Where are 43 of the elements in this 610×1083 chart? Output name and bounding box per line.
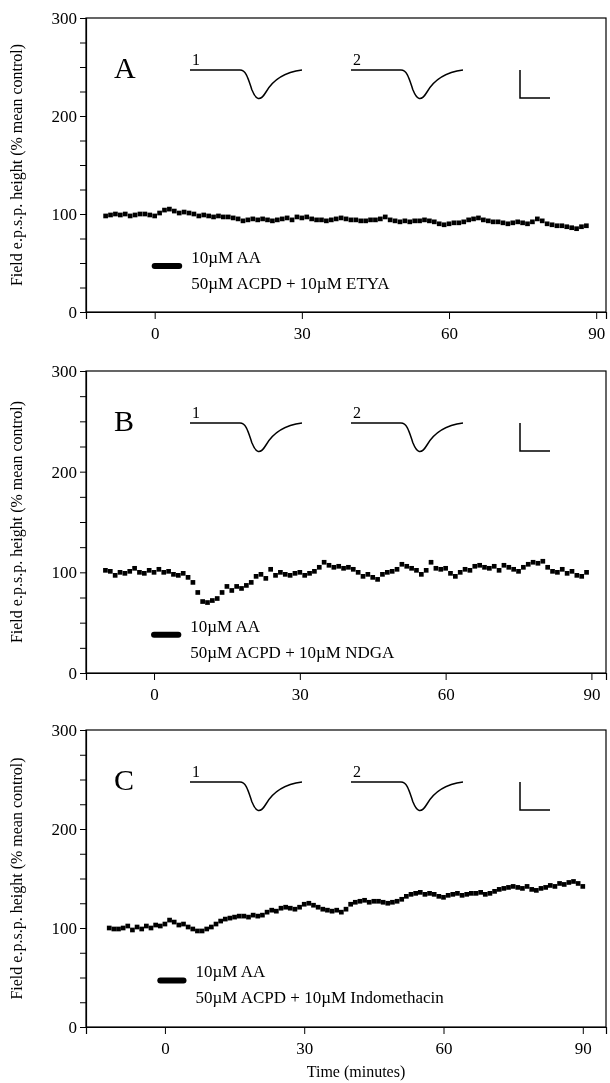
- y-tick-label: 100: [51, 204, 77, 224]
- text: A: [114, 51, 136, 84]
- x-tick-label: 30: [293, 324, 311, 343]
- y-tick-label: 200: [51, 462, 77, 482]
- annotation: 2: [353, 51, 361, 68]
- x-tick-label: 90: [574, 1039, 592, 1058]
- x-tick-label: 60: [435, 1039, 453, 1058]
- x-tick-label: 30: [296, 1039, 314, 1058]
- y-axis-title: Field e.p.s.p. height (% mean control): [8, 43, 26, 287]
- y-axis-title: Field e.p.s.p. height (% mean control): [8, 757, 26, 1000]
- text: C: [114, 763, 135, 796]
- x-tick-label: 0: [150, 324, 160, 343]
- y-tick-label: 0: [68, 1017, 77, 1037]
- y-tick-label: 300: [51, 361, 77, 381]
- x-tick-label: 90: [583, 685, 601, 704]
- annotation: 2: [353, 404, 361, 421]
- annotation: 50µM ACPD + 10µM NDGA: [190, 642, 395, 662]
- y-axis-title: Field e.p.s.p. height (% mean control): [8, 400, 26, 644]
- x-tick-label: 60: [437, 685, 455, 704]
- x-tick-label: 0: [150, 685, 159, 704]
- x-tick-label: 60: [441, 324, 459, 343]
- annotation: 1: [192, 763, 200, 780]
- y-tick-label: 0: [68, 663, 77, 683]
- x-tick-label: 90: [588, 324, 606, 343]
- x-tick-label: 30: [291, 685, 309, 704]
- annotation: 10µM AA: [195, 962, 266, 982]
- y-tick-label: 100: [51, 563, 77, 583]
- x-tick-label: 0: [161, 1039, 170, 1058]
- y-tick-label: 300: [51, 8, 77, 28]
- x-axis-title: Time (minutes): [306, 1063, 406, 1081]
- y-tick-label: 200: [51, 106, 77, 126]
- y-tick-label: 200: [51, 819, 77, 839]
- annotation: 2: [353, 763, 361, 780]
- y-tick-label: 300: [51, 720, 77, 740]
- text: B: [114, 404, 135, 437]
- annotation: 50µM ACPD + 10µM Indomethacin: [195, 988, 445, 1008]
- annotation: 1: [192, 404, 200, 421]
- annotation: 1: [192, 51, 200, 68]
- annotation: 50µM ACPD + 10µM ETYA: [191, 273, 391, 293]
- y-tick-label: 0: [68, 302, 77, 322]
- annotation: 10µM AA: [191, 247, 262, 267]
- y-tick-label: 100: [51, 918, 77, 938]
- annotation: 10µM AA: [190, 616, 261, 636]
